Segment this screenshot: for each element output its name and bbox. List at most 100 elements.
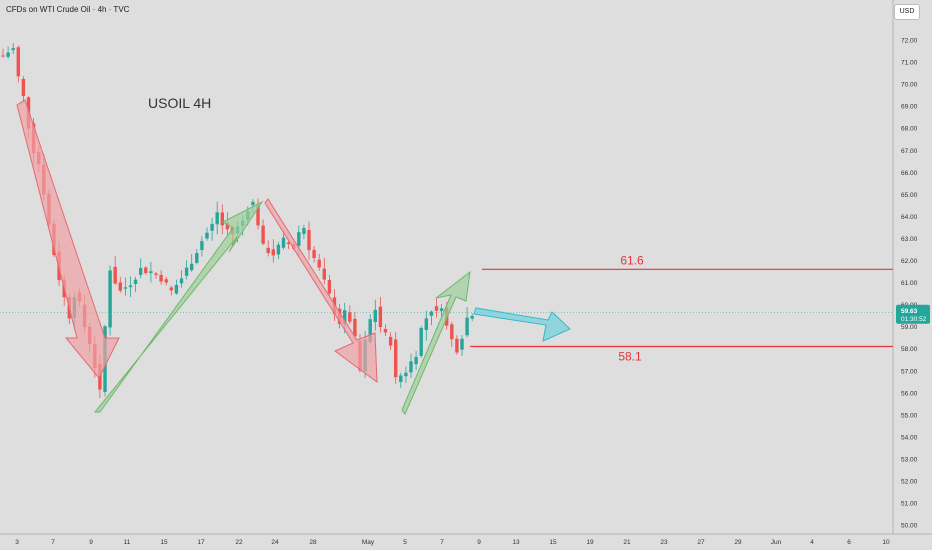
candle-body [450, 324, 454, 340]
candle-body [159, 274, 163, 282]
candle-body [108, 270, 112, 328]
y-tick-label: 63.00 [901, 236, 918, 243]
x-tick-label: 5 [403, 539, 407, 546]
candle-body [465, 317, 469, 336]
candle-body [210, 223, 214, 231]
candle-body [322, 268, 326, 280]
candle-body [205, 232, 209, 239]
y-tick-label: 58.00 [901, 346, 918, 353]
arrow-down-1 [16, 99, 120, 379]
price-badge-price: 59.63 [901, 308, 918, 315]
candle-body [429, 311, 434, 316]
y-tick-label: 71.00 [901, 60, 918, 67]
y-tick-label: 59.00 [901, 324, 918, 331]
x-tick-label: 21 [623, 539, 631, 546]
candle-body [343, 310, 347, 325]
x-tick-label: 15 [160, 539, 168, 546]
x-tick-label: 9 [477, 539, 481, 546]
y-tick-label: 57.00 [901, 368, 918, 375]
x-tick-label: 23 [660, 539, 668, 546]
candle-body [302, 228, 306, 235]
x-tick-label: 7 [51, 539, 55, 546]
y-tick-label: 62.00 [901, 258, 918, 265]
candle-body [388, 336, 393, 346]
candle-body [424, 318, 428, 330]
x-tick-label: 13 [512, 539, 520, 546]
x-tick-label: 22 [235, 539, 243, 546]
candle-body [118, 282, 122, 291]
candle-body [149, 271, 153, 274]
candle-body [215, 212, 219, 225]
arrow-up-1 [93, 200, 264, 413]
candle-body [11, 48, 15, 51]
candle-body [419, 327, 423, 356]
candle-body [368, 319, 372, 342]
candle-body [353, 318, 357, 337]
level-lines: 61.6 58.1 [470, 253, 893, 363]
candle-body [470, 315, 474, 319]
candle-body [297, 232, 301, 246]
arrow-annotations [16, 99, 571, 415]
candle-body [434, 306, 439, 311]
x-tick-label: 7 [440, 539, 444, 546]
candle-body [21, 78, 26, 97]
candle-body [128, 285, 133, 288]
x-tick-label: 27 [697, 539, 705, 546]
candle-body [266, 247, 270, 254]
y-tick-label: 55.00 [901, 412, 918, 419]
candle-body [307, 230, 311, 251]
y-tick-label: 51.00 [901, 501, 918, 508]
candle-body [169, 287, 173, 291]
x-tick-label: 10 [882, 539, 890, 546]
candle-body [225, 222, 230, 230]
x-tick-label: 4 [810, 539, 814, 546]
candle-body [113, 266, 117, 284]
candle-body [312, 249, 316, 259]
candle-body [439, 308, 444, 312]
x-tick-label: 6 [847, 539, 851, 546]
candle-body [123, 287, 128, 289]
candle-body [164, 279, 168, 283]
candle-body [1, 55, 5, 57]
candle-body [16, 47, 20, 77]
level-label-58-1: 58.1 [618, 349, 642, 363]
price-badge-bg [896, 304, 930, 324]
price-badge-countdown: 01:30:52 [901, 316, 927, 323]
y-tick-label: 61.00 [901, 280, 918, 287]
candle-body [6, 52, 10, 57]
arrow-up-2 [401, 270, 471, 415]
y-tick-label: 66.00 [901, 170, 918, 177]
candle-body [404, 372, 408, 377]
candle-body [174, 284, 179, 294]
x-tick-label: 29 [734, 539, 742, 546]
y-tick-label: 50.00 [901, 523, 918, 530]
candle-body [271, 249, 275, 256]
arrow-projection [473, 307, 571, 342]
currency-button[interactable]: USD [894, 4, 920, 20]
candle-body [281, 237, 286, 248]
candle-body [378, 306, 383, 328]
candle-body [139, 268, 143, 275]
x-tick-label: 19 [586, 539, 594, 546]
candle-body [460, 338, 464, 350]
candle-body [200, 241, 204, 251]
y-tick-label: 67.00 [901, 148, 918, 155]
candle-body [373, 309, 377, 323]
candle-body [220, 212, 224, 226]
candle-body [144, 267, 148, 273]
symbol-title: CFDs on WTI Crude Oil · 4h · TVC [6, 5, 130, 14]
candle-body [394, 339, 398, 378]
candle-body [251, 201, 255, 205]
y-tick-label: 64.00 [901, 214, 918, 221]
candle-body [179, 278, 184, 284]
arrow-down-2 [264, 198, 378, 384]
candle-body [276, 244, 281, 255]
candle-body [133, 279, 138, 284]
candle-body [256, 204, 260, 226]
candle-body [455, 338, 459, 353]
x-tick-label: 11 [124, 539, 131, 546]
y-tick-label: 53.00 [901, 456, 918, 463]
chart-annotation-title: USOIL 4H [148, 95, 211, 111]
